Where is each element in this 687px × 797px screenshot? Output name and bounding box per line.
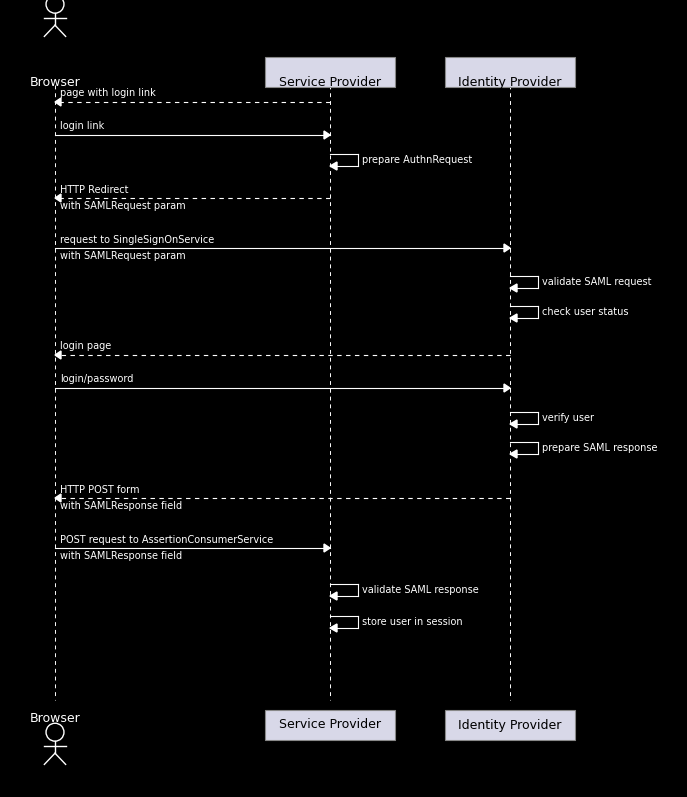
Text: with SAMLResponse field: with SAMLResponse field (60, 501, 182, 511)
Text: prepare SAML response: prepare SAML response (542, 443, 657, 453)
Text: validate SAML request: validate SAML request (542, 277, 651, 287)
Polygon shape (330, 624, 337, 632)
Polygon shape (504, 244, 510, 252)
Polygon shape (55, 194, 61, 202)
Text: HTTP POST form: HTTP POST form (60, 485, 139, 495)
Text: HTTP Redirect: HTTP Redirect (60, 185, 128, 195)
Text: Identity Provider: Identity Provider (458, 719, 562, 732)
Text: with SAMLRequest param: with SAMLRequest param (60, 201, 185, 211)
Polygon shape (510, 450, 517, 458)
Text: Service Provider: Service Provider (279, 76, 381, 88)
Text: store user in session: store user in session (362, 617, 462, 627)
Text: request to SingleSignOnService: request to SingleSignOnService (60, 235, 214, 245)
Polygon shape (510, 420, 517, 428)
Polygon shape (55, 98, 61, 106)
Bar (265, 57, 395, 87)
Polygon shape (324, 544, 330, 552)
Text: Browser: Browser (30, 76, 80, 88)
Polygon shape (510, 314, 517, 322)
Bar (445, 710, 575, 740)
Bar (265, 710, 395, 740)
Text: with SAMLRequest param: with SAMLRequest param (60, 251, 185, 261)
Polygon shape (504, 384, 510, 392)
Text: login/password: login/password (60, 374, 133, 384)
Polygon shape (55, 351, 61, 359)
Text: with SAMLResponse field: with SAMLResponse field (60, 551, 182, 561)
Bar (445, 57, 575, 87)
Text: Browser: Browser (30, 712, 80, 724)
Text: check user status: check user status (542, 307, 629, 317)
Polygon shape (55, 494, 61, 502)
Text: prepare AuthnRequest: prepare AuthnRequest (362, 155, 472, 165)
Polygon shape (330, 592, 337, 600)
Text: Identity Provider: Identity Provider (458, 76, 562, 88)
Polygon shape (324, 131, 330, 139)
Text: POST request to AssertionConsumerService: POST request to AssertionConsumerService (60, 535, 273, 545)
Text: login link: login link (60, 121, 104, 131)
Text: login page: login page (60, 341, 111, 351)
Polygon shape (510, 284, 517, 292)
Text: Service Provider: Service Provider (279, 719, 381, 732)
Text: page with login link: page with login link (60, 88, 156, 98)
Text: validate SAML response: validate SAML response (362, 585, 479, 595)
Polygon shape (330, 162, 337, 170)
Text: verify user: verify user (542, 413, 594, 423)
